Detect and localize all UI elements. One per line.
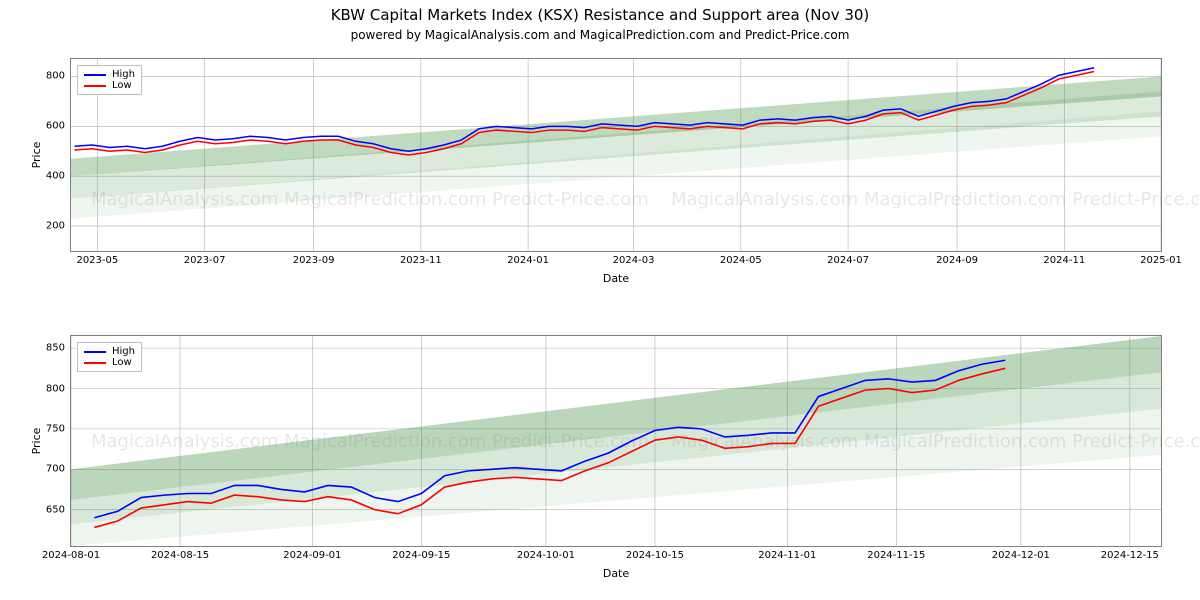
chart-bottom: MagicalAnalysis.com MagicalPrediction.co… — [70, 335, 1162, 547]
y-tick-label: 800 — [46, 383, 71, 394]
x-tick-label: 2024-09-01 — [283, 546, 341, 561]
x-tick-label: 2024-01 — [507, 251, 549, 266]
chart-subtitle: powered by MagicalAnalysis.com and Magic… — [0, 28, 1200, 42]
x-tick-label: 2024-12-15 — [1101, 546, 1159, 561]
legend-label-low: Low — [112, 80, 132, 91]
legend-item-low: Low — [84, 357, 135, 368]
legend-swatch-high — [84, 74, 106, 76]
x-tick-label: 2023-05 — [76, 251, 118, 266]
legend-swatch-low — [84, 362, 106, 364]
x-tick-label: 2024-11-01 — [758, 546, 816, 561]
plot-area-top: MagicalAnalysis.com MagicalPrediction.co… — [71, 59, 1161, 251]
legend-item-high: High — [84, 69, 135, 80]
y-tick-label: 400 — [46, 171, 71, 182]
legend-swatch-high — [84, 351, 106, 353]
y-tick-label: 850 — [46, 343, 71, 354]
y-tick-label: 200 — [46, 221, 71, 232]
legend: High Low — [77, 65, 142, 95]
y-axis-label: Price — [30, 428, 43, 455]
x-tick-label: 2024-12-01 — [992, 546, 1050, 561]
x-tick-label: 2024-07 — [827, 251, 869, 266]
x-axis-label: Date — [71, 567, 1161, 580]
x-tick-label: 2024-03 — [613, 251, 655, 266]
x-tick-label: 2024-08-15 — [151, 546, 209, 561]
x-tick-label: 2024-05 — [720, 251, 762, 266]
x-tick-label: 2024-08-01 — [42, 546, 100, 561]
x-tick-label: 2025-01 — [1140, 251, 1182, 266]
y-tick-label: 600 — [46, 121, 71, 132]
chart-title: KBW Capital Markets Index (KSX) Resistan… — [0, 6, 1200, 24]
x-tick-label: 2024-09 — [936, 251, 978, 266]
legend: High Low — [77, 342, 142, 372]
x-tick-label: 2024-10-01 — [517, 546, 575, 561]
x-tick-label: 2023-09 — [293, 251, 335, 266]
y-axis-label: Price — [30, 142, 43, 169]
x-tick-label: 2024-10-15 — [626, 546, 684, 561]
chart-top: MagicalAnalysis.com MagicalPrediction.co… — [70, 58, 1162, 252]
y-tick-label: 650 — [46, 504, 71, 515]
legend-label-low: Low — [112, 357, 132, 368]
legend-label-high: High — [112, 346, 135, 357]
x-tick-label: 2024-11-15 — [867, 546, 925, 561]
y-tick-label: 800 — [46, 71, 71, 82]
y-tick-label: 700 — [46, 464, 71, 475]
legend-label-high: High — [112, 69, 135, 80]
legend-item-low: Low — [84, 80, 135, 91]
x-tick-label: 2024-09-15 — [392, 546, 450, 561]
y-tick-label: 750 — [46, 423, 71, 434]
x-tick-label: 2023-07 — [184, 251, 226, 266]
x-tick-label: 2023-11 — [400, 251, 442, 266]
x-tick-label: 2024-11 — [1043, 251, 1085, 266]
x-axis-label: Date — [71, 272, 1161, 285]
legend-item-high: High — [84, 346, 135, 357]
legend-swatch-low — [84, 85, 106, 87]
plot-area-bottom: MagicalAnalysis.com MagicalPrediction.co… — [71, 336, 1161, 546]
